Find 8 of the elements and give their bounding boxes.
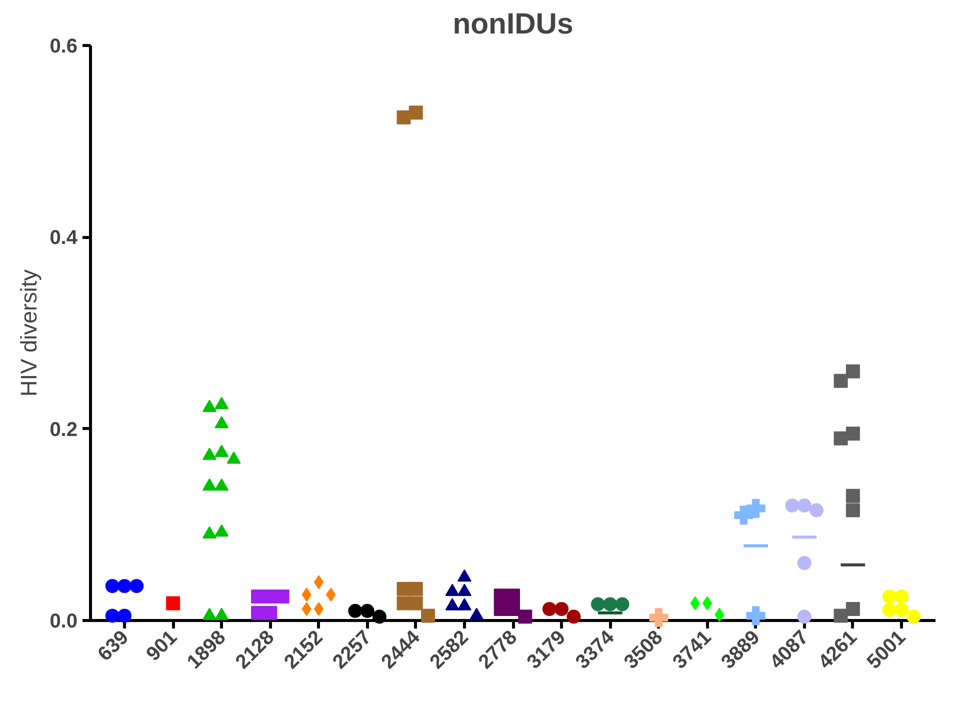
x-tick-label: 639 — [94, 626, 133, 666]
y-axis-title: HIV diversity — [16, 268, 42, 397]
y-tick-label: 0.0 — [50, 610, 78, 632]
y-tick-label: 0.6 — [50, 36, 78, 58]
y-tick-label: 0.4 — [50, 227, 78, 250]
x-tick-label: 901 — [142, 626, 182, 666]
chart-title: nonIDUs — [452, 8, 574, 40]
y-tick-label: 0.2 — [50, 418, 78, 441]
